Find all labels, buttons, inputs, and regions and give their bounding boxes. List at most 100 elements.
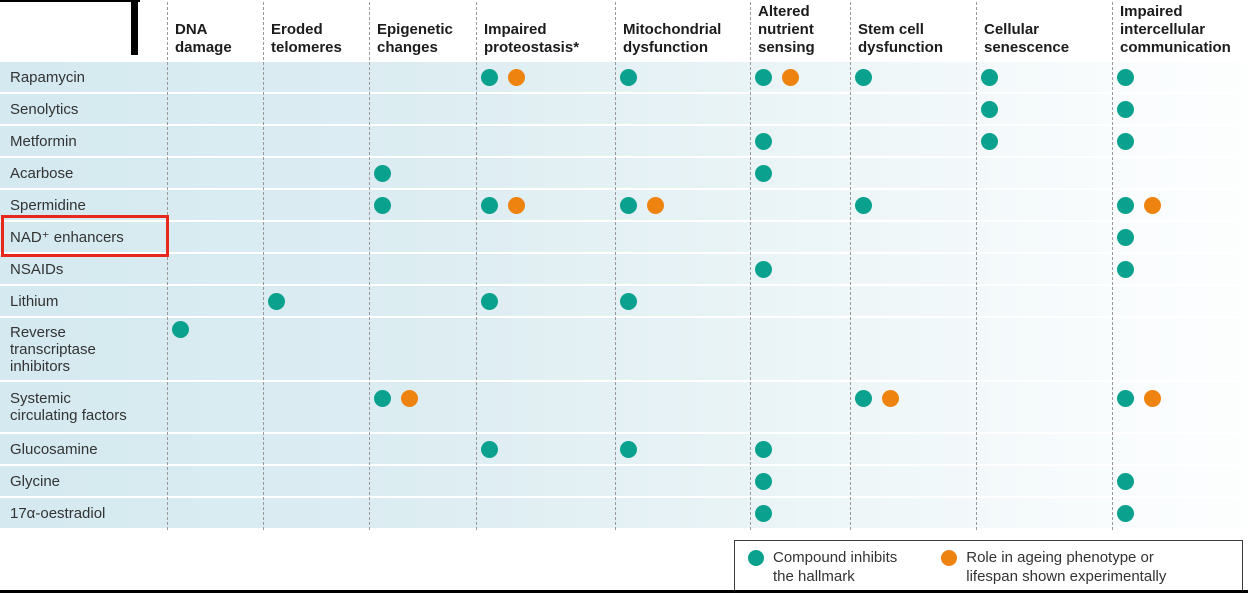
cell-acarbose-col3	[369, 158, 476, 188]
cell-lithium-col3	[369, 286, 476, 316]
cell-17-oestradiol-col1	[167, 498, 263, 528]
cell-spermidine-col2	[263, 190, 369, 220]
row-metformin: Metformin	[0, 126, 1248, 156]
teal-dot-icon	[981, 100, 998, 118]
cell-systemic-circulating-factors-col9	[1112, 382, 1248, 432]
row-label-rapamycin: Rapamycin	[10, 68, 86, 86]
cell-reverse-transcriptase-inhibitors-col7	[850, 318, 976, 380]
cell-systemic-circulating-factors-col8	[976, 382, 1112, 432]
crop-artifact-corner-bar	[131, 0, 138, 55]
cell-17-oestradiol-col9	[1112, 498, 1248, 528]
column-divider	[615, 2, 616, 530]
cell-nsaids-col2	[263, 254, 369, 284]
row-nsaids: NSAIDs	[0, 254, 1248, 284]
cell-lithium-col5	[615, 286, 750, 316]
cell-nad-enhancers-col9	[1112, 222, 1248, 252]
teal-dot-icon	[1117, 390, 1134, 407]
cell-systemic-circulating-factors-col1	[167, 382, 263, 432]
teal-dot-icon	[981, 132, 998, 150]
teal-dot-icon	[481, 196, 498, 214]
cell-metformin-col1	[167, 126, 263, 156]
cell-nad-enhancers-col3	[369, 222, 476, 252]
cell-nad-enhancers-col2	[263, 222, 369, 252]
cell-nsaids-col6	[750, 254, 850, 284]
cell-nad-enhancers-col8	[976, 222, 1112, 252]
cell-nad-enhancers-col4	[476, 222, 615, 252]
row-label-nad-enhancers[interactable]: NAD⁺ enhancers	[10, 228, 124, 246]
teal-dot-icon	[755, 504, 772, 522]
cell-lithium-col2	[263, 286, 369, 316]
cell-spermidine-col3	[369, 190, 476, 220]
row-nad-enhancers: NAD⁺ enhancers	[0, 222, 1248, 252]
row-glucosamine: Glucosamine	[0, 434, 1248, 464]
cell-reverse-transcriptase-inhibitors-col9	[1112, 318, 1248, 380]
orange-dot-icon	[782, 68, 799, 86]
teal-dot-icon	[172, 321, 189, 338]
cell-reverse-transcriptase-inhibitors-col5	[615, 318, 750, 380]
cell-rapamycin-col4	[476, 62, 615, 92]
cell-17-oestradiol-col8	[976, 498, 1112, 528]
row-label-spermidine: Spermidine	[10, 196, 86, 214]
cell-glucosamine-col1	[167, 434, 263, 464]
row-spermidine: Spermidine	[0, 190, 1248, 220]
column-header-mitochondrial-dysfunction: Mitochondrial dysfunction	[623, 21, 722, 56]
cell-reverse-transcriptase-inhibitors-col8	[976, 318, 1112, 380]
row-label-glucosamine: Glucosamine	[10, 440, 98, 458]
cell-glycine-col6	[750, 466, 850, 496]
legend: Compound inhibits the hallmark Role in a…	[734, 540, 1243, 591]
teal-dot-icon	[1117, 504, 1134, 522]
teal-dot-icon	[620, 68, 637, 86]
cell-rapamycin-col6	[750, 62, 850, 92]
cell-lithium-col6	[750, 286, 850, 316]
cell-lithium-col7	[850, 286, 976, 316]
cell-senolytics-col9	[1112, 94, 1248, 124]
cell-17-oestradiol-col7	[850, 498, 976, 528]
row-glycine: Glycine	[0, 466, 1248, 496]
cell-glucosamine-col9	[1112, 434, 1248, 464]
teal-dot-icon	[620, 440, 637, 458]
cell-spermidine-col5	[615, 190, 750, 220]
column-header-cellular-senescence: Cellular senescence	[984, 21, 1070, 56]
column-header-epigenetic-changes: Epigenetic changes	[377, 21, 453, 56]
figure-bottom-rule	[0, 590, 1248, 593]
cell-metformin-col9	[1112, 126, 1248, 156]
cell-17-oestradiol-col6	[750, 498, 850, 528]
cell-reverse-transcriptase-inhibitors-col3	[369, 318, 476, 380]
cell-lithium-col8	[976, 286, 1112, 316]
cell-metformin-col8	[976, 126, 1112, 156]
cell-spermidine-col9	[1112, 190, 1248, 220]
legend-text-line: Compound inhibits	[773, 549, 898, 566]
cell-nad-enhancers-col7	[850, 222, 976, 252]
cell-metformin-col7	[850, 126, 976, 156]
cell-systemic-circulating-factors-col6	[750, 382, 850, 432]
teal-dot-icon	[620, 292, 637, 310]
cell-acarbose-col2	[263, 158, 369, 188]
cell-acarbose-col5	[615, 158, 750, 188]
cell-nsaids-col8	[976, 254, 1112, 284]
cell-spermidine-col7	[850, 190, 976, 220]
orange-dot-icon	[508, 196, 525, 214]
column-header-impaired-intercellular-communication: Impaired intercellular communication	[1120, 3, 1231, 56]
cell-reverse-transcriptase-inhibitors-col2	[263, 318, 369, 380]
teal-dot-icon	[755, 260, 772, 278]
legend-item-inhibits: Compound inhibits the hallmark	[748, 548, 897, 586]
cell-glucosamine-col7	[850, 434, 976, 464]
teal-dot-icon	[855, 68, 872, 86]
orange-dot-icon	[647, 196, 664, 214]
row-lithium: Lithium	[0, 286, 1248, 316]
highlight-box	[1, 215, 169, 257]
legend-teal-dot-icon	[748, 550, 764, 566]
column-header-dna-damage: DNA damage	[175, 21, 232, 56]
cell-rapamycin-col2	[263, 62, 369, 92]
row-label-reverse-transcriptase-inhibitors: Reverse transcriptase inhibitors	[10, 323, 96, 375]
teal-dot-icon	[481, 292, 498, 310]
cell-senolytics-col1	[167, 94, 263, 124]
legend-text-line: Role in ageing phenotype or	[966, 549, 1154, 566]
cell-reverse-transcriptase-inhibitors-col1	[167, 318, 263, 380]
cell-senolytics-col3	[369, 94, 476, 124]
column-header-row: DNA damage Eroded telomeres Epigenetic cha…	[0, 0, 1248, 62]
column-header-eroded-telomeres: Eroded telomeres	[271, 21, 342, 56]
teal-dot-icon	[855, 390, 872, 407]
teal-dot-icon	[481, 68, 498, 86]
column-header-altered-nutrient-sensing: Altered nutrient sensing	[758, 3, 815, 56]
